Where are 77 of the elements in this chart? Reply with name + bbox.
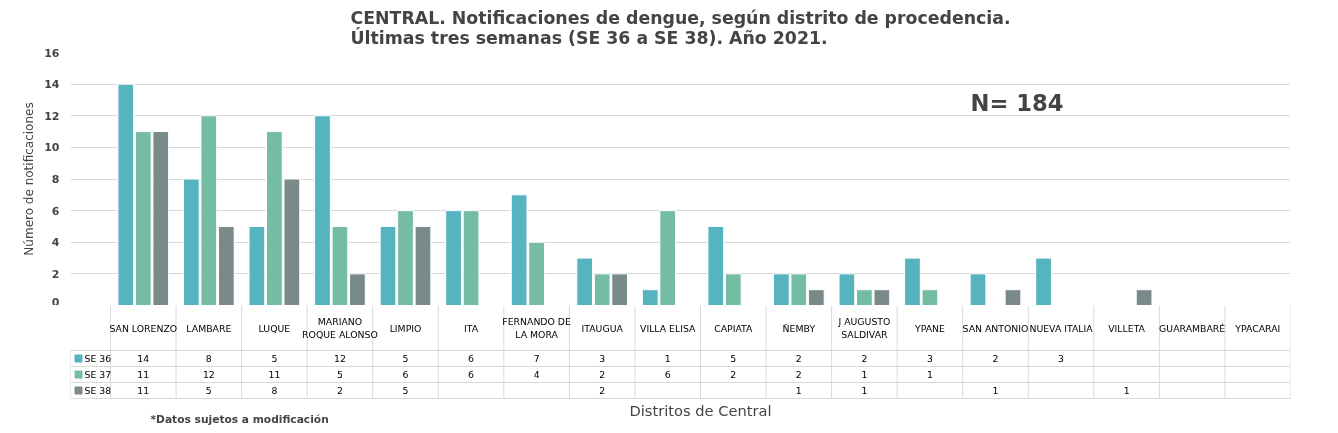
x-tick-label: ITA xyxy=(464,322,479,334)
data-label: 2 xyxy=(336,385,343,396)
data-label: 1 xyxy=(795,385,802,396)
x-tick-label: LAMBARE xyxy=(186,322,232,334)
y-tick-label: 4 xyxy=(51,236,60,250)
x-tick-label: CAPIATA xyxy=(714,322,754,334)
data-label: 6 xyxy=(468,369,475,380)
y-tick-label: 6 xyxy=(51,204,60,218)
x-tick-label: YPANE xyxy=(913,322,946,334)
bar xyxy=(969,273,987,305)
x-tick-label: J AUGUSTO SALDIVAR xyxy=(837,315,891,341)
data-label: 1 xyxy=(992,385,999,396)
data-label: 2 xyxy=(861,353,868,364)
x-tick-label: ÑEMBY xyxy=(782,322,816,334)
data-label: 3 xyxy=(1058,353,1065,364)
x-tick-label: VILLA ELISA xyxy=(640,322,697,334)
data-label: 8 xyxy=(205,353,212,364)
legend-label: SE 37 xyxy=(84,369,112,380)
x-tick-label: LIMPIO xyxy=(389,322,422,334)
data-label: 14 xyxy=(137,353,150,364)
data-label: 6 xyxy=(402,369,409,380)
x-tick-label: ITAUGUA xyxy=(581,322,624,334)
legend-label: SE 38 xyxy=(84,385,112,396)
data-label: 11 xyxy=(137,369,150,380)
legend-label: SE 36 xyxy=(84,353,112,364)
y-tick-label: 10 xyxy=(44,141,60,155)
data-label: 1 xyxy=(664,353,671,364)
y-axis-title: Número de notificaciones xyxy=(22,102,37,256)
data-label: 1 xyxy=(1123,385,1130,396)
bar xyxy=(1004,289,1022,305)
data-label: 5 xyxy=(271,353,278,364)
data-label: 2 xyxy=(992,353,999,364)
data-label: 12 xyxy=(202,369,215,380)
data-label: 6 xyxy=(664,369,671,380)
x-tick-label: LUQUE xyxy=(258,322,291,334)
data-label: 3 xyxy=(599,353,606,364)
data-label: 5 xyxy=(402,353,409,364)
x-tick-label: MARIANO ROQUE ALONSO xyxy=(302,315,378,341)
bar xyxy=(1135,289,1153,305)
x-tick-label: SAN LORENZO xyxy=(109,322,178,334)
data-label: 8 xyxy=(271,385,278,396)
data-label: 5 xyxy=(336,369,343,380)
data-label: 1 xyxy=(926,369,933,380)
x-tick-label: NUEVA ITALIA xyxy=(1029,322,1094,334)
data-label: 5 xyxy=(402,385,409,396)
data-label: 2 xyxy=(795,353,802,364)
data-label: 2 xyxy=(730,369,737,380)
data-label: 2 xyxy=(599,385,606,396)
annotation: N= 184 xyxy=(970,89,1064,116)
y-tick-label: 14 xyxy=(44,78,60,92)
chart-title: CENTRAL. Notificaciones de dengue, según distrito de procedencia. Últimas tres semanas (SE 36 a SE 38). Año 2021. xyxy=(350,7,1011,48)
data-label: 6 xyxy=(468,353,475,364)
y-tick-label: 12 xyxy=(44,109,60,123)
data-label: 3 xyxy=(926,353,933,364)
data-label: 1 xyxy=(861,369,868,380)
x-tick-label: SAN ANTONIO xyxy=(962,322,1029,334)
data-label: 4 xyxy=(533,369,540,380)
data-label: 5 xyxy=(730,353,737,364)
y-tick-label: 8 xyxy=(51,173,60,186)
data-label: 11 xyxy=(137,385,150,396)
y-tick-label: 16 xyxy=(44,46,60,60)
text: *Datos sujetos a modificación xyxy=(150,412,329,426)
data-label: 5 xyxy=(205,385,212,396)
x-tick-label: VILLETA xyxy=(1108,322,1146,334)
x-tick-label: FERNANDO DE LA MORA xyxy=(502,315,572,341)
bar xyxy=(1035,257,1052,305)
x-axis-title: Distritos de Central xyxy=(629,402,772,419)
data-label: 12 xyxy=(334,353,346,364)
x-tick-label: GUARAMBARÉ xyxy=(1159,322,1226,334)
data-label: 7 xyxy=(533,353,540,364)
data-label: 2 xyxy=(599,369,606,380)
data-label: 2 xyxy=(795,369,802,380)
x-tick-label: YPACARAI xyxy=(1234,322,1281,334)
data-label: 11 xyxy=(268,369,281,380)
y-tick-label: 2 xyxy=(51,267,60,281)
data-label: 1 xyxy=(861,385,868,396)
y-tick-label: 0 xyxy=(51,295,60,309)
